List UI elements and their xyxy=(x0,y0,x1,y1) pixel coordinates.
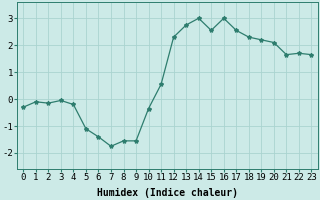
X-axis label: Humidex (Indice chaleur): Humidex (Indice chaleur) xyxy=(97,188,238,198)
